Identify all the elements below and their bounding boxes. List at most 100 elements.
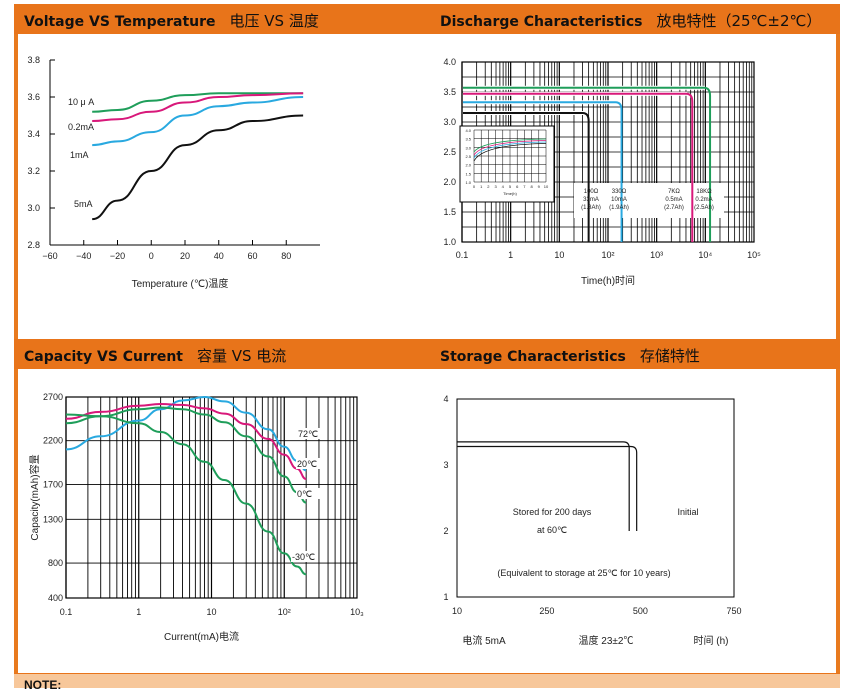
annotation-stored: Stored for 200 days <box>513 507 592 517</box>
plot-border <box>456 398 735 598</box>
y-tick-label: 2.0 <box>443 177 456 187</box>
series-label: 7KΩ <box>668 189 680 195</box>
plot-border <box>65 396 358 599</box>
series-label-backdrop <box>296 488 320 499</box>
y-tick-label: 1 <box>443 592 448 602</box>
series-label-backdrop <box>296 458 320 469</box>
x-tick-label: 80 <box>281 251 291 261</box>
note-label: NOTE: <box>24 678 62 692</box>
y-tick-label: 3.6 <box>27 92 40 102</box>
voltage-temp-title: Voltage VS Temperature 电压 VS 温度 <box>24 10 319 31</box>
series-label: 33mA <box>583 197 599 203</box>
capacity-current-title-en: Capacity VS Current <box>24 349 183 365</box>
series-label-backdrop <box>297 428 321 439</box>
x-tick-label: 20 <box>180 251 190 261</box>
y-tick-label: 1700 <box>43 479 63 489</box>
series-line-3 <box>463 86 712 242</box>
inset-x-tick: 9 <box>538 184 541 189</box>
series-line-1 <box>457 445 638 531</box>
series-line-2 <box>65 406 307 504</box>
x-tick-label: 10² <box>278 607 291 617</box>
x-tick-label: 60 <box>247 251 257 261</box>
inset-series <box>473 138 547 153</box>
inset-x-tick: 4 <box>502 184 505 189</box>
x-tick-label: −20 <box>110 251 125 261</box>
series-label-backdrop <box>291 551 315 562</box>
x-tick-label: 10² <box>601 250 614 260</box>
x-tick-label: 10⁵ <box>747 250 761 260</box>
series-line-1 <box>92 92 304 123</box>
discharge-title-en: Discharge Characteristics <box>440 14 643 30</box>
series-line-3 <box>65 413 307 576</box>
series-line-0 <box>92 92 304 113</box>
inset-series <box>473 141 547 159</box>
x-tick-label: 750 <box>726 606 741 616</box>
storage-title: Storage Characteristics 存储特性 <box>440 345 700 366</box>
series-label: (1.3Ah) <box>581 205 601 211</box>
x-tick-label: 0 <box>149 251 154 261</box>
y-tick-label: 2700 <box>43 392 63 402</box>
voltage-temp-title-en: Voltage VS Temperature <box>24 14 216 30</box>
y-tick-label: 3 <box>443 460 448 470</box>
y-tick-label: 400 <box>48 593 63 603</box>
inset-series <box>473 143 547 162</box>
storage-chart: 4 3 2 1 10 250 500 750 Stored for 200 days at 60℃… <box>443 394 741 647</box>
x-tick-label: 10 <box>452 606 462 616</box>
inset-x-tick: 0 <box>473 184 476 189</box>
series-label: (2.7Ah) <box>664 205 684 211</box>
series-label: 0.2mA <box>68 122 94 132</box>
series-label: 0.2mA <box>695 197 712 203</box>
footer-temp: 温度 23±2℃ <box>579 634 634 647</box>
series-label: 0℃ <box>297 489 312 499</box>
voltage-temp-chart: 2.8 3.0 3.2 3.4 3.6 3.8 −60 −40 −20 0 20 40 60 80 Temp… <box>27 55 320 290</box>
capacity-current-chart: 2700 2200 1700 1300 800 400 0.1 1 10 10² 10₃ Curren… <box>28 392 364 643</box>
series-line-0 <box>65 395 307 472</box>
footer-time: 时间 (h) <box>694 634 729 647</box>
x-tick-label: 1 <box>508 250 513 260</box>
x-tick-label: 250 <box>539 606 554 616</box>
x-tick-label: −60 <box>42 251 57 261</box>
series-label: 72℃ <box>298 429 318 439</box>
y-axis-label: Capacity(mAh)容量 <box>28 454 41 540</box>
footer-current: 电流 5mA <box>462 634 506 647</box>
annotation-initial: Initial <box>677 507 698 517</box>
inset-x-tick: 3 <box>494 184 497 189</box>
series-label: 18KΩ <box>696 189 712 195</box>
x-axis-label: Time(h)时间 <box>581 274 635 287</box>
x-axis-label: Current(mA)电流 <box>164 630 239 643</box>
header-bar-top: Voltage VS Temperature 电压 VS 温度 Discharge… <box>14 4 840 34</box>
note-bar: NOTE: <box>14 673 840 692</box>
discharge-chart: 1.01.52.02.53.03.54.00.1 1 10 10² 10³ 10⁴ 10⁵T… <box>443 57 761 287</box>
y-tick-label: 3.4 <box>27 129 40 139</box>
header-bar-middle: Capacity VS Current 容量 VS 电流 Storage Char… <box>14 339 840 369</box>
y-tick-label: 1300 <box>43 514 63 524</box>
y-tick-label: 3.0 <box>443 117 456 127</box>
storage-title-en: Storage Characteristics <box>440 349 626 365</box>
series-label: 0.5mA <box>665 197 682 203</box>
voltage-temp-title-cn: 电压 VS 温度 <box>229 12 319 30</box>
series-label: 5mA <box>74 199 93 209</box>
discharge-title-cn: 放电特性（25℃±2℃） <box>656 12 822 30</box>
y-tick-label: 3.8 <box>27 55 40 65</box>
y-tick-label: 4 <box>443 394 448 404</box>
series-line-0 <box>463 112 590 242</box>
y-tick-label: 3.0 <box>27 203 40 213</box>
series-line-2 <box>92 96 304 147</box>
inset-x-tick: 6 <box>516 184 519 189</box>
y-tick-label: 800 <box>48 558 63 568</box>
x-axis-label: Temperature (℃)温度 <box>132 277 229 290</box>
y-tick-label: 3.2 <box>27 166 40 176</box>
y-tick-label: 1.5 <box>443 207 456 217</box>
series-line-1 <box>65 402 307 481</box>
x-tick-label: 10 <box>554 250 564 260</box>
series-label: (1.9Ah) <box>609 205 629 211</box>
inset-y-tick: 2.5 <box>465 154 471 159</box>
series-label: -30℃ <box>292 552 315 562</box>
storage-title-cn: 存储特性 <box>639 347 700 365</box>
x-tick-label: 0.1 <box>456 250 469 260</box>
series-line-0 <box>457 441 630 531</box>
inset-y-tick: 3.5 <box>465 137 471 142</box>
label-backdrop <box>574 183 724 218</box>
capacity-current-title-cn: 容量 VS 电流 <box>196 347 287 365</box>
series-line-1 <box>463 101 623 242</box>
